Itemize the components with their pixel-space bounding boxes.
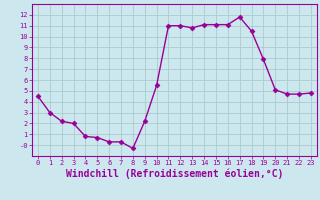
X-axis label: Windchill (Refroidissement éolien,°C): Windchill (Refroidissement éolien,°C) [66, 169, 283, 179]
